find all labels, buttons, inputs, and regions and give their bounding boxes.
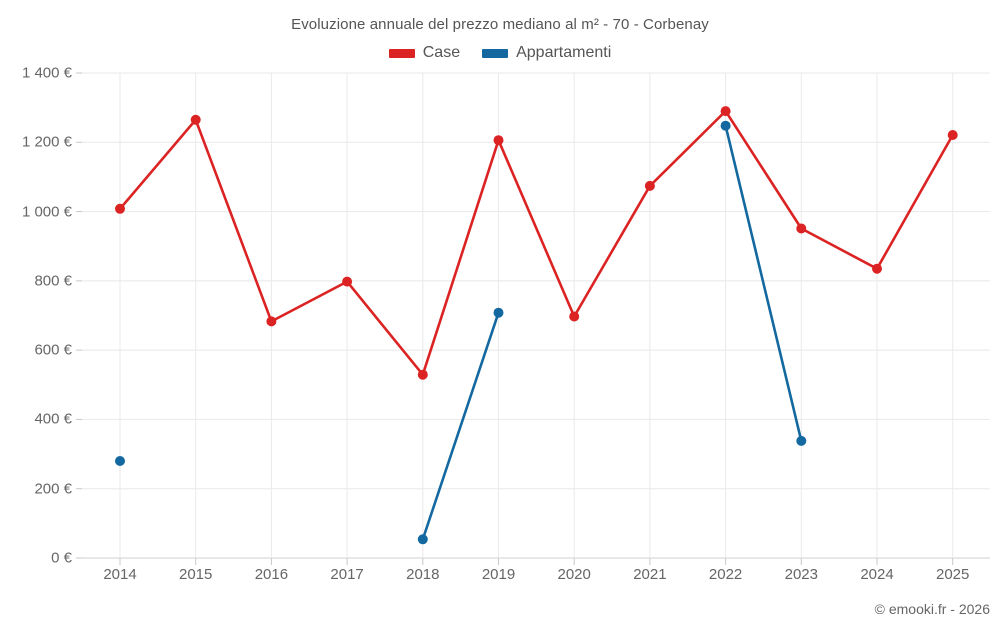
y-axis-tick-label: 1 400 € [21,64,72,82]
x-axis-tick-label: 2016 [254,566,289,583]
x-axis-tick-label: 2023 [784,566,818,583]
data-point[interactable] [190,114,201,125]
series-line [724,124,803,443]
data-point[interactable] [796,435,807,446]
data-point[interactable] [720,120,731,131]
y-axis-tick-label: 200 € [34,480,72,498]
data-point[interactable] [569,311,580,322]
x-axis-tick-label: 2017 [330,566,364,583]
data-point[interactable] [493,307,504,318]
data-point[interactable] [115,203,125,214]
chart-title: Evoluzione annuale del prezzo mediano al… [291,16,709,33]
series-appartamenti [115,120,807,545]
data-point[interactable] [796,223,807,234]
data-point[interactable] [872,263,882,274]
series-line [421,311,500,541]
data-point[interactable] [947,130,958,140]
credit-text: © emooki.fr - 2026 [874,601,990,617]
legend-item-case[interactable]: Case [388,44,461,62]
axis-lines [76,72,954,565]
legend-item-appartamenti[interactable]: Appartamenti [482,44,611,62]
x-axis-tick-label: 2019 [481,566,516,583]
x-axis-tick-label: 2018 [406,566,440,583]
legend-swatch-case [388,48,415,58]
y-axis-tick-label: 1 000 € [21,203,72,221]
y-axis-tick-label: 600 € [34,341,72,359]
data-series-layer [115,106,958,545]
x-axis-tick-label: 2021 [633,566,667,583]
series-case [115,106,958,380]
legend-swatch-appartamenti [482,48,509,58]
x-axis-tick-label: 2022 [708,566,743,583]
series-line [118,109,955,377]
y-axis-tick-label: 0 € [51,549,72,567]
data-point[interactable] [266,316,277,327]
grid-lines [82,72,990,559]
data-point[interactable] [417,534,428,545]
legend-label-case: Case [422,44,461,61]
legend-label-appartamenti: Appartamenti [516,44,612,61]
y-axis-tick-label: 800 € [34,272,72,290]
data-point[interactable] [644,180,655,191]
data-point[interactable] [342,276,353,287]
x-axis-tick-label: 2015 [179,566,213,583]
x-axis-tick-label: 2024 [860,566,894,583]
data-point[interactable] [417,369,428,380]
chart-legend: Case Appartamenti [0,44,1000,62]
y-axis-tick-label: 400 € [34,410,72,428]
x-axis-tick-label: 2014 [103,566,137,583]
y-axis-tick-label: 1 200 € [21,133,72,151]
x-axis-tick-label: 2025 [936,566,970,583]
data-point[interactable] [720,106,731,117]
x-axis-tick-label: 2020 [557,566,591,583]
data-point[interactable] [115,456,125,466]
data-point[interactable] [493,135,504,146]
